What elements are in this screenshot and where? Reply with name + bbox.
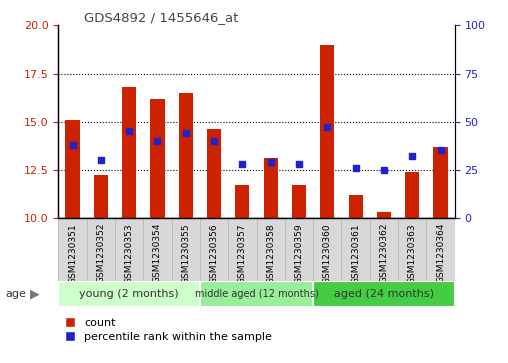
Text: GDS4892 / 1455646_at: GDS4892 / 1455646_at — [84, 11, 238, 24]
Bar — [200, 218, 228, 281]
Text: GSM1230355: GSM1230355 — [181, 223, 190, 284]
Bar — [228, 218, 257, 281]
Bar — [200, 281, 313, 307]
Bar — [66, 120, 80, 218]
Bar — [313, 281, 455, 307]
Bar — [257, 218, 285, 281]
Point — [323, 125, 331, 130]
Point — [238, 161, 246, 167]
Bar — [172, 218, 200, 281]
Text: GSM1230361: GSM1230361 — [351, 223, 360, 284]
Text: GSM1230360: GSM1230360 — [323, 223, 332, 284]
Point — [436, 147, 444, 153]
Bar — [122, 87, 136, 218]
Bar — [433, 147, 448, 218]
Text: GSM1230356: GSM1230356 — [210, 223, 218, 284]
Text: middle aged (12 months): middle aged (12 months) — [195, 289, 319, 299]
Bar — [207, 129, 221, 218]
Bar — [348, 195, 363, 218]
Bar — [150, 98, 165, 218]
Bar — [179, 93, 193, 218]
Bar — [292, 185, 306, 218]
Bar — [405, 172, 419, 218]
Bar — [398, 218, 426, 281]
Text: GSM1230364: GSM1230364 — [436, 223, 445, 284]
Point — [408, 153, 416, 159]
Bar — [58, 281, 200, 307]
Point — [210, 138, 218, 144]
Bar — [143, 218, 172, 281]
Bar — [235, 185, 249, 218]
Bar — [341, 218, 370, 281]
Bar — [87, 218, 115, 281]
Text: GSM1230363: GSM1230363 — [408, 223, 417, 284]
Legend: count, percentile rank within the sample: count, percentile rank within the sample — [64, 318, 272, 342]
Bar — [264, 158, 278, 218]
Text: young (2 months): young (2 months) — [79, 289, 179, 299]
Text: GSM1230358: GSM1230358 — [266, 223, 275, 284]
Point — [182, 130, 190, 136]
Text: GSM1230359: GSM1230359 — [295, 223, 303, 284]
Point — [380, 167, 388, 172]
Point — [97, 157, 105, 163]
Bar — [58, 218, 87, 281]
Point — [267, 159, 275, 165]
Bar — [426, 218, 455, 281]
Text: aged (24 months): aged (24 months) — [334, 289, 434, 299]
Bar — [370, 218, 398, 281]
Bar — [320, 45, 334, 218]
Text: GSM1230354: GSM1230354 — [153, 223, 162, 284]
Text: GSM1230357: GSM1230357 — [238, 223, 247, 284]
Text: GSM1230362: GSM1230362 — [379, 223, 389, 284]
Text: ▶: ▶ — [30, 287, 39, 301]
Point — [295, 161, 303, 167]
Point — [69, 142, 77, 148]
Text: GSM1230353: GSM1230353 — [124, 223, 134, 284]
Bar — [94, 175, 108, 218]
Text: age: age — [5, 289, 26, 299]
Point — [125, 128, 133, 134]
Bar — [285, 218, 313, 281]
Bar — [313, 218, 341, 281]
Point — [352, 165, 360, 171]
Text: GSM1230352: GSM1230352 — [97, 223, 105, 284]
Point — [153, 138, 162, 144]
Bar — [377, 212, 391, 218]
Bar — [115, 218, 143, 281]
Text: GSM1230351: GSM1230351 — [68, 223, 77, 284]
